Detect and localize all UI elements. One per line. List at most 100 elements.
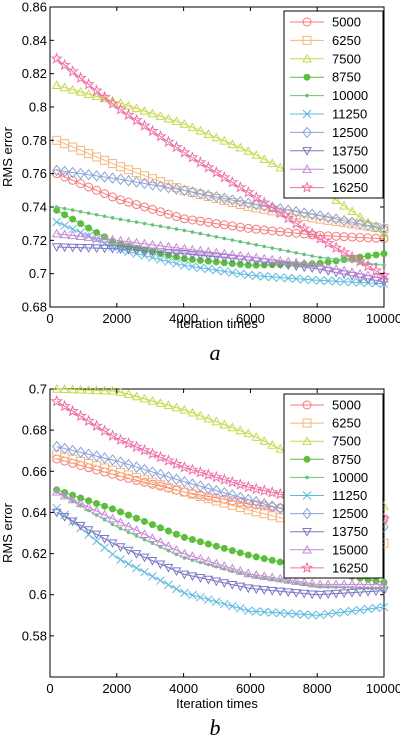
data-point <box>75 521 86 531</box>
data-point <box>196 538 204 546</box>
data-point <box>51 486 62 496</box>
data-point <box>219 599 229 609</box>
data-point <box>171 242 182 252</box>
data-point <box>259 436 270 445</box>
data-point <box>282 211 295 224</box>
data-point <box>306 227 319 239</box>
data-point <box>115 98 126 107</box>
y-tick-label: 0.72 <box>22 233 47 248</box>
data-point <box>369 264 383 276</box>
data-point <box>251 495 261 508</box>
data-point <box>204 595 213 604</box>
data-point <box>361 259 375 272</box>
data-point <box>259 253 270 263</box>
data-point <box>347 606 357 616</box>
data-point <box>131 246 142 256</box>
data-point <box>186 463 199 476</box>
data-point <box>125 511 133 519</box>
data-point <box>259 586 270 595</box>
data-point <box>266 486 279 498</box>
data-point <box>203 556 214 565</box>
y-tick-label: 0.86 <box>22 0 47 15</box>
data-point <box>252 553 260 561</box>
data-point <box>299 207 309 219</box>
data-point <box>251 198 261 211</box>
legend-box <box>283 393 384 579</box>
data-point <box>134 534 139 538</box>
y-axis-label: RMS error <box>0 126 15 187</box>
data-point <box>259 154 270 163</box>
data-point <box>61 211 69 219</box>
data-point <box>242 480 255 493</box>
data-point <box>59 229 70 239</box>
data-point <box>307 275 317 285</box>
data-point <box>318 255 322 260</box>
data-point <box>210 470 223 483</box>
data-point <box>147 239 158 249</box>
data-point <box>196 592 205 602</box>
data-point <box>69 215 77 223</box>
data-point <box>337 246 351 258</box>
data-point <box>118 526 123 531</box>
legend-label: 8750 <box>332 452 361 467</box>
data-point <box>228 547 236 555</box>
data-point <box>77 220 85 228</box>
data-point <box>166 225 171 230</box>
data-point <box>235 491 245 504</box>
data-point <box>254 243 259 247</box>
data-point <box>195 251 206 261</box>
data-point <box>235 269 245 279</box>
data-point <box>227 194 237 206</box>
data-point <box>179 243 190 253</box>
data-point <box>93 499 101 507</box>
data-point <box>99 233 110 243</box>
series-11250 <box>52 217 389 289</box>
data-point <box>133 514 141 522</box>
data-point <box>107 234 118 244</box>
data-point <box>83 244 94 253</box>
data-point <box>307 259 317 269</box>
data-point <box>138 443 151 456</box>
x-tick-label: 8000 <box>303 681 332 696</box>
legend-label: 10000 <box>332 470 368 485</box>
data-point <box>66 65 79 77</box>
data-point <box>244 551 252 559</box>
legend-entry-5000: 5000 <box>290 15 361 30</box>
data-point <box>147 395 158 405</box>
data-point <box>267 572 278 582</box>
data-point <box>290 216 303 229</box>
legend-entry-10000: 10000 <box>290 88 368 103</box>
x-tick-label: 6000 <box>236 681 265 696</box>
data-point <box>267 272 277 282</box>
legend-label: 12500 <box>332 506 368 521</box>
legend-entry-7500: 7500 <box>290 51 361 66</box>
data-point <box>171 402 182 412</box>
data-point <box>106 429 119 441</box>
data-point <box>92 235 101 245</box>
data-point <box>131 237 142 247</box>
data-point <box>321 236 335 249</box>
data-point <box>101 502 109 510</box>
data-point <box>323 262 333 272</box>
data-point <box>211 253 222 262</box>
data-point <box>187 186 198 198</box>
data-point <box>195 245 206 255</box>
data-point <box>331 213 341 225</box>
series-line <box>56 246 385 283</box>
data-point <box>58 58 71 71</box>
data-point <box>156 255 165 264</box>
data-point <box>222 236 227 241</box>
data-point <box>93 228 101 236</box>
data-point <box>323 590 333 600</box>
data-point <box>164 580 173 590</box>
data-point <box>187 572 198 582</box>
data-point <box>171 183 182 195</box>
series-12500 <box>52 164 389 235</box>
y-tick-label: 0.68 <box>22 423 47 438</box>
data-point <box>195 553 206 563</box>
data-point <box>91 91 102 101</box>
data-point <box>235 425 246 435</box>
data-point <box>99 509 110 519</box>
data-point <box>283 256 294 266</box>
data-point <box>260 555 268 563</box>
